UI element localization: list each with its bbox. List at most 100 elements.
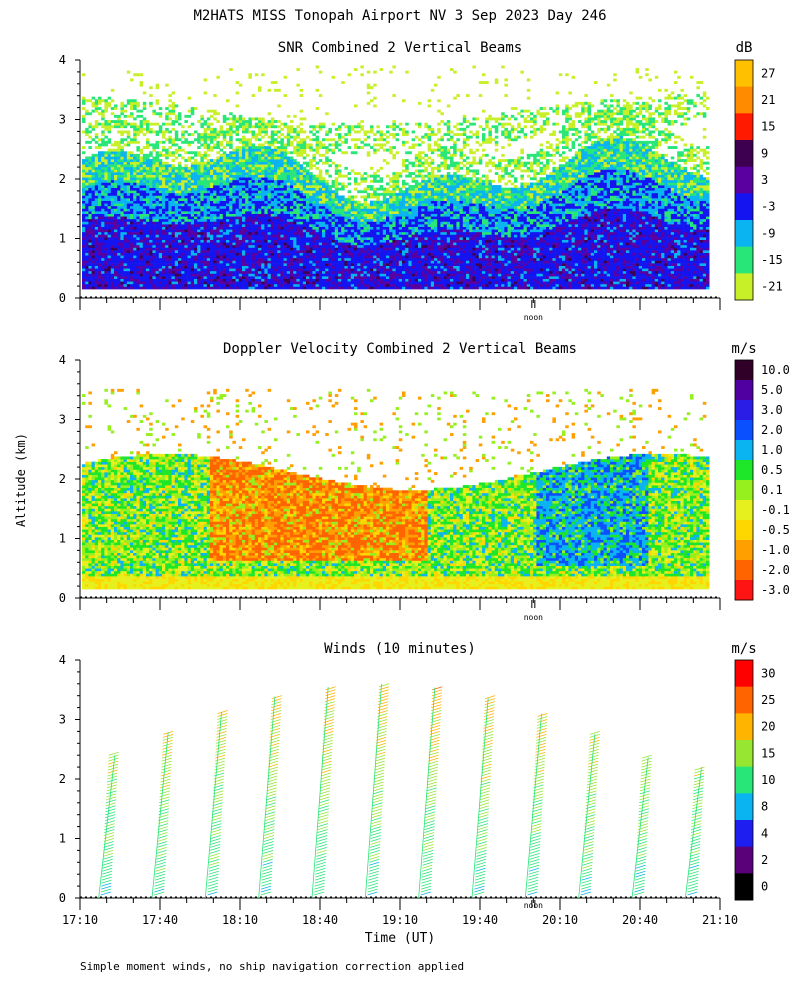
snr-cell: [290, 143, 294, 146]
snr-cell: [88, 284, 92, 287]
snr-cell: [232, 276, 236, 279]
snr-cell: [264, 164, 268, 167]
snr-cell: [133, 271, 137, 274]
snr-cell: [156, 146, 160, 149]
snr-cell: [175, 198, 179, 201]
snr-cell: [156, 133, 160, 136]
snr-cell: [229, 247, 233, 250]
snr-cell: [130, 201, 134, 204]
snr-cell: [156, 253, 160, 256]
snr-cell: [114, 237, 118, 240]
snr-cell: [178, 180, 182, 183]
snr-cell: [207, 149, 211, 152]
snr-cell: [88, 258, 92, 261]
snr-cell: [85, 159, 89, 162]
snr-cell: [111, 263, 115, 266]
snr-cell: [277, 141, 281, 144]
snr-cell: [172, 232, 176, 235]
snr-cell: [229, 211, 233, 214]
snr-cell: [149, 232, 153, 235]
snr-cell: [149, 104, 153, 107]
snr-cell: [261, 143, 265, 146]
snr-cell: [101, 169, 105, 172]
snr-cell: [325, 156, 329, 159]
snr-cell: [204, 201, 208, 204]
snr-cell: [296, 221, 300, 224]
snr-cell: [200, 229, 204, 232]
snr-cell: [108, 258, 112, 261]
snr-cell: [127, 216, 131, 219]
snr-cell: [287, 190, 291, 193]
snr-cell: [210, 247, 214, 250]
snr-cell: [188, 245, 192, 248]
snr-cell: [108, 240, 112, 243]
snr-cell: [245, 156, 249, 159]
snr-cell: [140, 224, 144, 227]
snr-cell: [108, 201, 112, 204]
snr-cell: [296, 224, 300, 227]
snr-cell: [248, 143, 252, 146]
snr-cell: [127, 234, 131, 237]
snr-cell: [300, 221, 304, 224]
snr-cell: [95, 263, 99, 266]
snr-cell: [117, 271, 121, 274]
snr-cell: [290, 240, 294, 243]
snr-cell: [85, 216, 89, 219]
snr-cell: [204, 146, 208, 149]
snr-cell: [95, 141, 99, 144]
snr-cell: [178, 227, 182, 230]
snr-cell: [216, 164, 220, 167]
snr-cell: [146, 146, 150, 149]
snr-cell: [319, 237, 323, 240]
snr-cell: [332, 253, 336, 256]
snr-cell: [232, 227, 236, 230]
snr-cell: [98, 216, 102, 219]
snr-cell: [92, 284, 96, 287]
snr-cell: [98, 177, 102, 180]
snr-cell: [95, 195, 99, 198]
snr-cell: [261, 281, 265, 284]
snr-cell: [229, 219, 233, 222]
snr-cell: [319, 227, 323, 230]
snr-cell: [130, 221, 134, 224]
snr-cell: [213, 193, 217, 196]
snr-cell: [284, 279, 288, 282]
snr-cell: [274, 245, 278, 248]
snr-cell: [101, 240, 105, 243]
snr-cell: [229, 208, 233, 211]
snr-cell: [104, 169, 108, 172]
snr-cell: [245, 149, 249, 152]
snr-cell: [149, 240, 153, 243]
snr-cell: [178, 211, 182, 214]
snr-cell: [101, 177, 105, 180]
snr-cell: [130, 123, 134, 126]
colorbar-label: 15: [761, 120, 775, 134]
snr-cell: [168, 266, 172, 269]
snr-cell: [280, 260, 284, 263]
snr-cell: [156, 237, 160, 240]
snr-cell: [277, 151, 281, 154]
snr-cell: [255, 242, 258, 245]
snr-cell: [120, 258, 124, 261]
snr-cell: [242, 260, 246, 263]
snr-cell: [306, 206, 310, 209]
snr-cell: [143, 250, 147, 253]
snr-cell: [181, 237, 185, 240]
snr-cell: [149, 253, 153, 256]
snr-cell: [101, 208, 105, 211]
snr-cell: [194, 260, 198, 263]
snr-cell: [300, 227, 304, 230]
snr-cell: [226, 260, 230, 263]
snr-cell: [216, 266, 220, 269]
snr-cell: [95, 284, 99, 287]
snr-cell: [264, 159, 268, 162]
snr-cell: [95, 268, 99, 271]
snr-cell: [143, 240, 147, 243]
snr-cell: [184, 115, 188, 118]
snr-cell: [213, 110, 217, 113]
snr-cell: [101, 133, 105, 136]
snr-cell: [152, 250, 156, 253]
snr-cell: [213, 216, 217, 219]
snr-cell: [268, 284, 272, 287]
snr-cell: [108, 211, 112, 214]
